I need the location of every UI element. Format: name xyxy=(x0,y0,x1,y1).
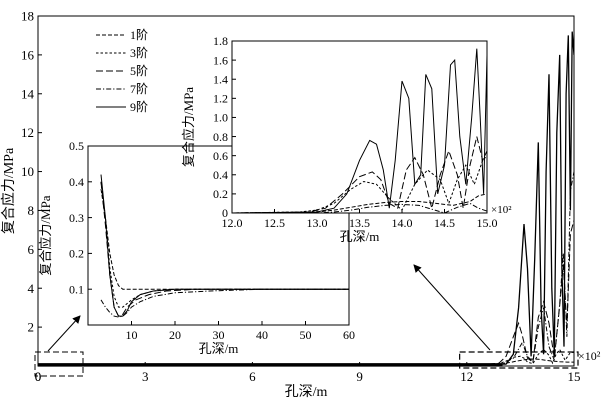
main-x-tick-label-4: 9 xyxy=(356,369,363,384)
main-series-line-5 xyxy=(38,31,574,365)
inset_right-x-tick-label-4: 13.5 xyxy=(349,216,370,230)
zoom-box-left xyxy=(34,351,84,377)
inset_right-y-tick-label-6: 1.0 xyxy=(213,111,228,125)
inset_right-x-tick-label-2: 12.5 xyxy=(264,216,285,230)
legend-label-4: 7阶 xyxy=(130,82,148,96)
zoom-arrow-left xyxy=(47,315,81,352)
main-y-tick-label-8: 16 xyxy=(21,47,35,62)
inset-right-chart: 12.0 12.5 13.0 13.5 14.0 14.5 15.0 0 0.2 0.4 0.6 0.… xyxy=(181,34,512,244)
inset_right-x-tick-label-1: 12.0 xyxy=(222,216,243,230)
inset_left-y-tick-label-2: 0.2 xyxy=(69,247,84,261)
inset_right-y-tick-label-2: 0.2 xyxy=(213,187,228,201)
main-y-tick-label-4: 8 xyxy=(28,203,35,218)
main-x-scale-note: ×10² xyxy=(578,349,601,363)
legend-label-3: 5阶 xyxy=(130,64,148,78)
zoom-arrow-right xyxy=(413,264,491,351)
inset_left-y-axis-title: 复合应力/MPa xyxy=(38,195,53,275)
inset_right-series-line-3 xyxy=(232,136,487,213)
main-y-tick-label-2: 4 xyxy=(28,281,35,296)
inset_right-x-tick-label-5: 14.0 xyxy=(392,216,413,230)
inset_left-x-tick-label-4: 40 xyxy=(256,328,268,342)
inset_right-plot-bg xyxy=(232,41,487,213)
main-x-tick-label-5: 12 xyxy=(460,369,473,384)
main-frame xyxy=(37,15,575,367)
inset_left-x-tick-label-6: 60 xyxy=(343,328,355,342)
inset_right-y-tick-label-10: 1.8 xyxy=(213,34,228,48)
main-series-line-2 xyxy=(38,348,574,365)
legend: 1阶 3阶 5阶 7阶 9阶 xyxy=(96,28,148,114)
main-y-axis-title: 复合应力/MPa xyxy=(0,147,17,234)
inset_right-y-tick-label-7: 1.2 xyxy=(213,92,228,106)
inset_left-x-tick-label-2: 20 xyxy=(169,328,181,342)
inset_right-series-line-4 xyxy=(232,202,487,213)
main-x-tick-label-6: 15 xyxy=(568,369,581,384)
inset_left-series-group xyxy=(100,174,349,318)
legend-label-2: 3阶 xyxy=(130,46,148,60)
inset_right-series-line-5 xyxy=(232,48,487,213)
inset_right-x-tick-label-6: 14.5 xyxy=(434,216,455,230)
main-series-group xyxy=(38,31,574,365)
main-chart: 0 3 6 9 12 15246810121416180孔深/m复合应力/MPa×10²1… xyxy=(0,9,601,400)
annotations xyxy=(34,264,579,377)
inset_left-y-tick-label-5: 0.5 xyxy=(69,139,84,153)
inset_right-y-tick-label-9: 1.6 xyxy=(213,53,228,67)
inset_right-series-group xyxy=(232,48,487,213)
main-x-tick-label-3: 6 xyxy=(249,369,256,384)
inset_right-x-axis-title: 孔深/m xyxy=(340,229,380,244)
main-y-tick-label-5: 10 xyxy=(21,164,34,179)
inset_right-x-tick-label-7: 15.0 xyxy=(477,216,498,230)
inset_left-y-tick-label-3: 0.3 xyxy=(69,211,84,225)
inset_left-series-line-5 xyxy=(100,174,349,317)
inset_left-x-axis-title: 孔深/m xyxy=(199,341,239,356)
main-x-axis-title: 孔深/m xyxy=(285,384,328,400)
inset_right-y-tick-label-1: 0 xyxy=(222,206,228,220)
legend-label-5: 9阶 xyxy=(130,100,148,114)
zoom-box-right xyxy=(459,351,579,369)
inset_right-x-tick-label-3: 13.0 xyxy=(307,216,328,230)
inset_left-x-tick-label-3: 30 xyxy=(213,328,225,342)
main-y-tick-label-9: 18 xyxy=(21,9,34,24)
inset_right-y-tick-label-8: 1.4 xyxy=(213,72,228,86)
inset_right-y-axis-title: 复合应力/MPa xyxy=(181,87,196,167)
inset_right-y-tick-label-4: 0.6 xyxy=(213,149,228,163)
inset_left-y-tick-label-4: 0.4 xyxy=(69,175,84,189)
main-y-tick-label-6: 12 xyxy=(21,125,34,140)
inset_left-x-tick-label-5: 50 xyxy=(300,328,312,342)
main-x-tick-label-2: 3 xyxy=(142,369,149,384)
inset_left-y-tick-label-1: 0.1 xyxy=(69,282,84,296)
inset_left-x-tick-label-1: 10 xyxy=(126,328,138,342)
legend-label-1: 1阶 xyxy=(130,28,148,42)
main-y-tick-label-1: 2 xyxy=(28,320,35,335)
inset_right-x-scale-note: ×10² xyxy=(491,204,512,216)
inset_right-y-tick-label-5: 0.8 xyxy=(213,130,228,144)
inset_right-y-tick-label-3: 0.4 xyxy=(213,168,228,182)
main-y-tick-label-3: 6 xyxy=(28,242,35,257)
main-y-tick-label-7: 14 xyxy=(21,86,35,101)
